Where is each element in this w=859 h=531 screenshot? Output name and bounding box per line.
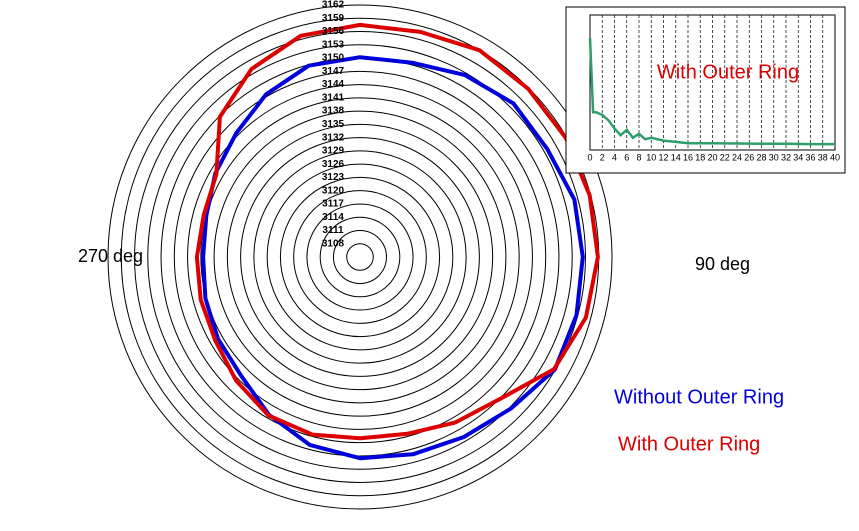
x-tick-label: 8 [636,152,641,162]
ring-label: 3135 [322,119,345,130]
ring-label: 3138 [322,106,345,117]
ring-label: 3153 [322,39,345,50]
ring [266,163,454,351]
x-tick-label: 24 [732,152,742,162]
x-tick-label: 30 [769,152,779,162]
ring-label: 3150 [322,53,345,64]
x-tick-label: 34 [793,152,803,162]
ring [200,97,520,417]
ring [147,44,573,470]
inset-chart: 0 2 4 6 8 10 12 14 16 18 20 22 24 26 28 30 32 34 36 38 40Wit… [565,6,846,174]
x-tick-label: 18 [695,152,705,162]
x-tick-label: 2 [600,152,605,162]
x-tick-label: 12 [658,152,668,162]
angle-label: 90 deg [695,254,750,274]
x-tick-label: 28 [756,152,766,162]
ring [253,150,467,364]
ring [107,4,613,510]
ring-label: 3114 [322,212,344,223]
ring-label: 3156 [322,26,345,37]
ring-label: 3129 [322,146,345,157]
x-tick-label: 26 [744,152,754,162]
ring-label: 3123 [322,172,345,183]
ring [319,216,401,298]
ring-label: 3108 [322,238,345,249]
x-tick-label: 4 [612,152,617,162]
ring [187,84,533,430]
x-tick-label: 38 [818,152,828,162]
ring-label: 3144 [322,79,345,90]
ring [226,123,494,391]
polar-chart: 3108 3111 3114 3117 3120 3123 3126 3129 3132 3135… [107,0,784,510]
inset-title: With Outer Ring [657,61,799,83]
ring-label: 3159 [322,13,345,24]
legend-entry: Without Outer Ring [614,386,784,408]
ring-label: 3147 [322,66,345,77]
ring [134,31,586,483]
ring [346,243,374,271]
x-tick-label: 16 [683,152,693,162]
inset-frame [565,6,846,174]
x-tick-label: 0 [587,152,592,162]
ring [173,70,547,444]
ring-label: 3120 [322,185,345,196]
ring [279,176,441,338]
ring [213,110,507,404]
ring-label: 3111 [322,225,344,236]
series-line [588,37,835,146]
ring-label: 3162 [322,0,345,11]
x-tick-label: 22 [720,152,730,162]
legend-entry: With Outer Ring [618,433,760,455]
x-tick-label: 32 [781,152,791,162]
x-tick-label: 6 [624,152,629,162]
x-tick-label: 14 [671,152,681,162]
ring [306,203,414,311]
angle-label: 270 deg [78,246,143,266]
x-tick-label: 40 [830,152,840,162]
ring-label: 3141 [322,92,345,103]
x-tick-label: 10 [646,152,656,162]
ring [332,229,388,285]
ring [293,190,427,324]
ring-label: 3117 [322,199,344,210]
ring-label: 3132 [322,132,345,143]
x-tick-label: 20 [707,152,717,162]
ring-label: 3126 [322,159,345,170]
ring [240,137,480,377]
x-tick-label: 36 [805,152,815,162]
